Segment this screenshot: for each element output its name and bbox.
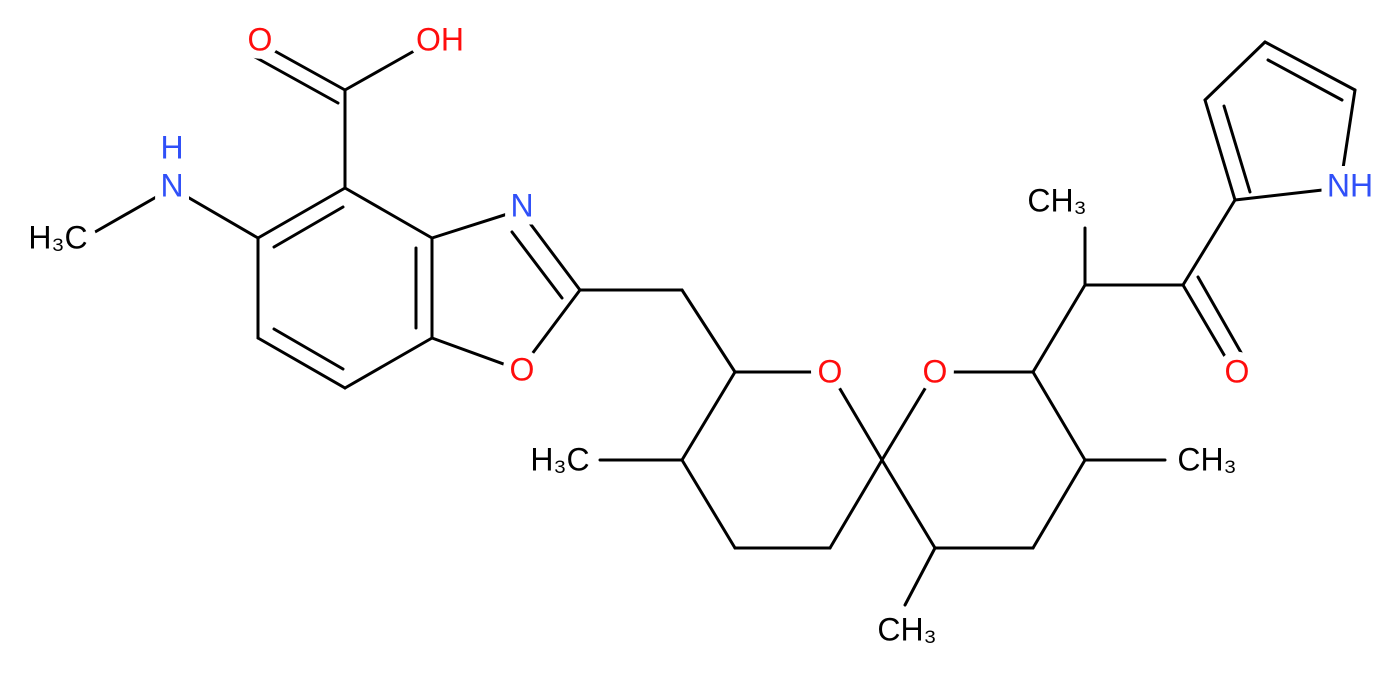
atom-label: N: [510, 187, 533, 223]
atom-label: CH₃: [1177, 441, 1236, 477]
atom-label: NH: [1327, 167, 1373, 203]
atom-label: O: [510, 351, 535, 387]
atom-label: N: [160, 167, 183, 203]
atom-label: H: [160, 129, 183, 165]
atom-label: O: [248, 21, 273, 57]
atom-label: H₃C: [530, 441, 589, 477]
atom-label: OH: [416, 21, 464, 57]
atom-label: O: [1225, 353, 1250, 389]
atom-label: O: [818, 353, 843, 389]
bonds: [93, 40, 1357, 607]
atom-label: H₃C: [28, 219, 87, 255]
atom-label: O: [923, 353, 948, 389]
atom-label: CH₃: [877, 611, 936, 647]
atom-label: CH₃: [1027, 182, 1086, 218]
atom-labels: O OH N H H₃C N O O O H₃C CH₃ CH₃ CH₃ O N…: [20, 13, 1381, 655]
